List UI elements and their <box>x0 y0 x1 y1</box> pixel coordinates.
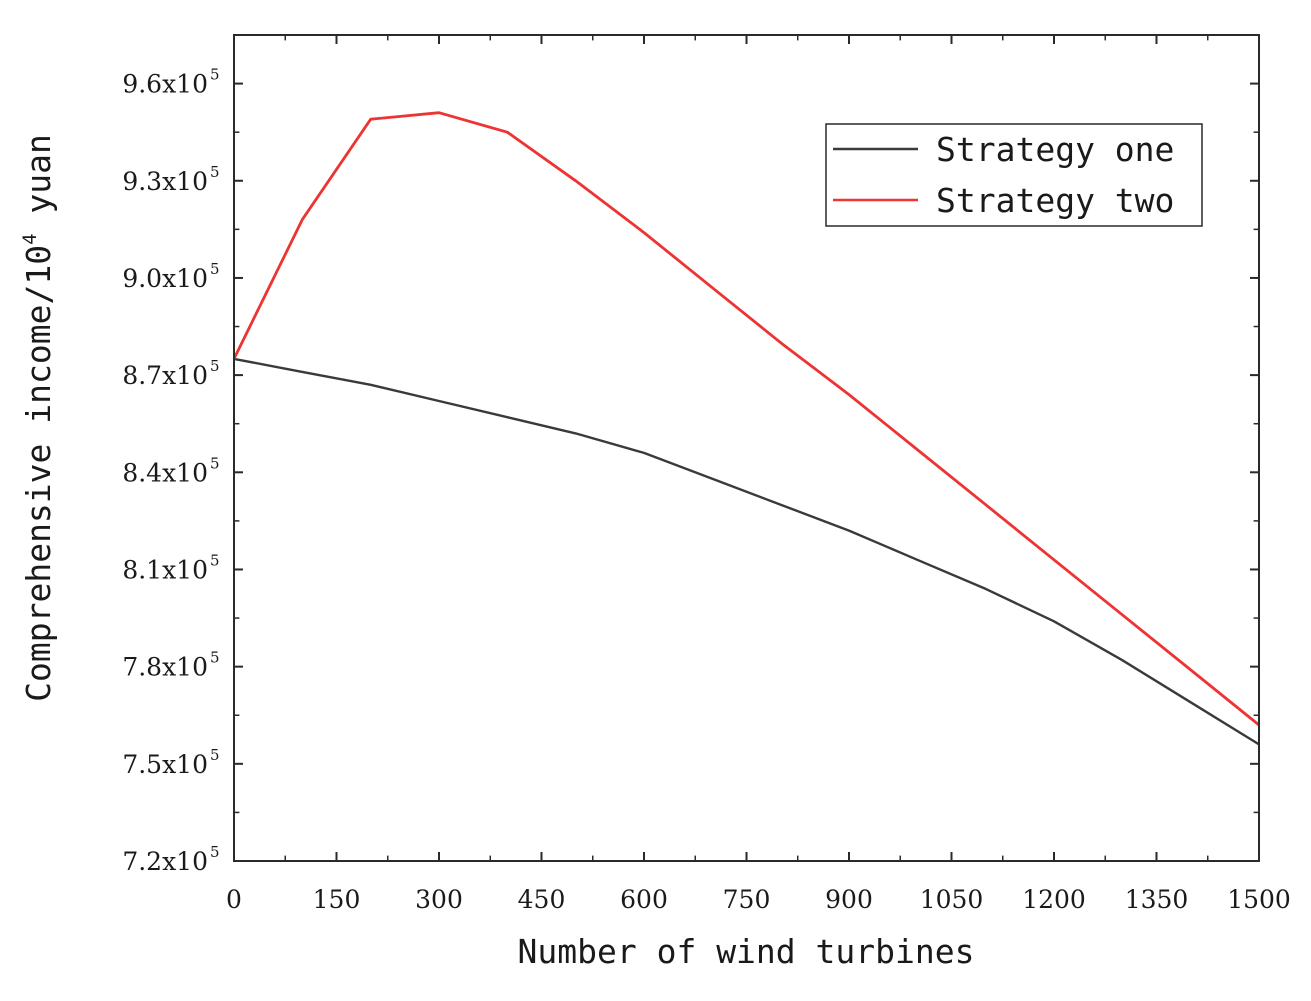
y-axis-label-suffix: yuan <box>19 134 58 233</box>
y-tick-label: 9.0x10 <box>122 264 208 293</box>
y-tick-label: 7.8x10 <box>122 653 208 682</box>
y-tick-exponent: 5 <box>210 454 220 472</box>
y-tick-mantissa: 9.3x10 <box>122 167 208 196</box>
y-tick-mantissa: 8.7x10 <box>122 361 208 390</box>
x-axis-label: Number of wind turbines <box>518 932 975 971</box>
y-axis-label-prefix: Comprehensive income/10 <box>19 245 58 702</box>
y-tick-exponent: 5 <box>210 746 220 764</box>
legend-box <box>825 123 1203 227</box>
y-tick-mantissa: 8.1x10 <box>122 555 208 584</box>
y-tick-exponent: 5 <box>210 357 220 375</box>
x-tick-label: 1050 <box>920 885 984 914</box>
y-axis-label-exponent: 4 <box>19 233 41 244</box>
y-tick-mantissa: 9.6x10 <box>122 70 208 99</box>
y-tick-label: 7.2x10 <box>122 847 208 876</box>
x-tick-label: 1350 <box>1125 885 1189 914</box>
y-tick-exponent: 5 <box>210 260 220 278</box>
y-tick-exponent: 5 <box>210 551 220 569</box>
y-tick-label: 8.1x10 <box>122 555 208 584</box>
y-tick-mantissa: 7.5x10 <box>122 750 208 779</box>
plot-area-frame <box>233 34 1260 862</box>
y-tick-mantissa: 7.2x10 <box>122 847 208 876</box>
legend-label-strategy-two: Strategy two <box>936 181 1174 220</box>
y-tick-label: 8.4x10 <box>122 458 208 487</box>
x-tick-label: 1200 <box>1022 885 1086 914</box>
y-tick-mantissa: 8.4x10 <box>122 458 208 487</box>
y-tick-exponent: 5 <box>210 649 220 667</box>
x-tick-label: 150 <box>313 885 361 914</box>
y-tick-labels: 7.2x10 57.5x10 57.8x10 58.1x10 58.4x10 58.7x1… <box>122 66 219 876</box>
y-tick-label: 8.7x10 <box>122 361 208 390</box>
series-line-strategy-two <box>232 111 1260 727</box>
x-tick-label: 900 <box>825 885 873 914</box>
x-tick-label: 600 <box>620 885 668 914</box>
x-tick-labels: 0 150 300 450 600 750 900 1050 1200 1350 1500 <box>226 885 1291 914</box>
legend-label-strategy-one: Strategy one <box>936 130 1174 169</box>
legend: Strategy one Strategy two <box>825 123 1203 227</box>
x-tick-label: 300 <box>415 885 463 914</box>
y-tick-label: 9.6x10 <box>122 70 208 99</box>
series-lines <box>232 111 1260 746</box>
x-tick-label: 0 <box>226 885 242 914</box>
series-line-strategy-one <box>233 357 1260 746</box>
y-tick-mantissa: 9.0x10 <box>122 264 208 293</box>
y-tick-exponent: 5 <box>210 843 220 861</box>
y-tick-label: 7.5x10 <box>122 750 208 779</box>
x-tick-label: 1500 <box>1227 885 1291 914</box>
x-tick-label: 450 <box>518 885 566 914</box>
y-tick-exponent: 5 <box>210 66 220 84</box>
y-tick-label: 9.3x10 <box>122 167 208 196</box>
y-tick-exponent: 5 <box>210 163 220 181</box>
y-axis-label: Comprehensive income/104 yuan <box>19 134 58 702</box>
y-tick-mantissa: 7.8x10 <box>122 653 208 682</box>
x-tick-label: 750 <box>723 885 771 914</box>
